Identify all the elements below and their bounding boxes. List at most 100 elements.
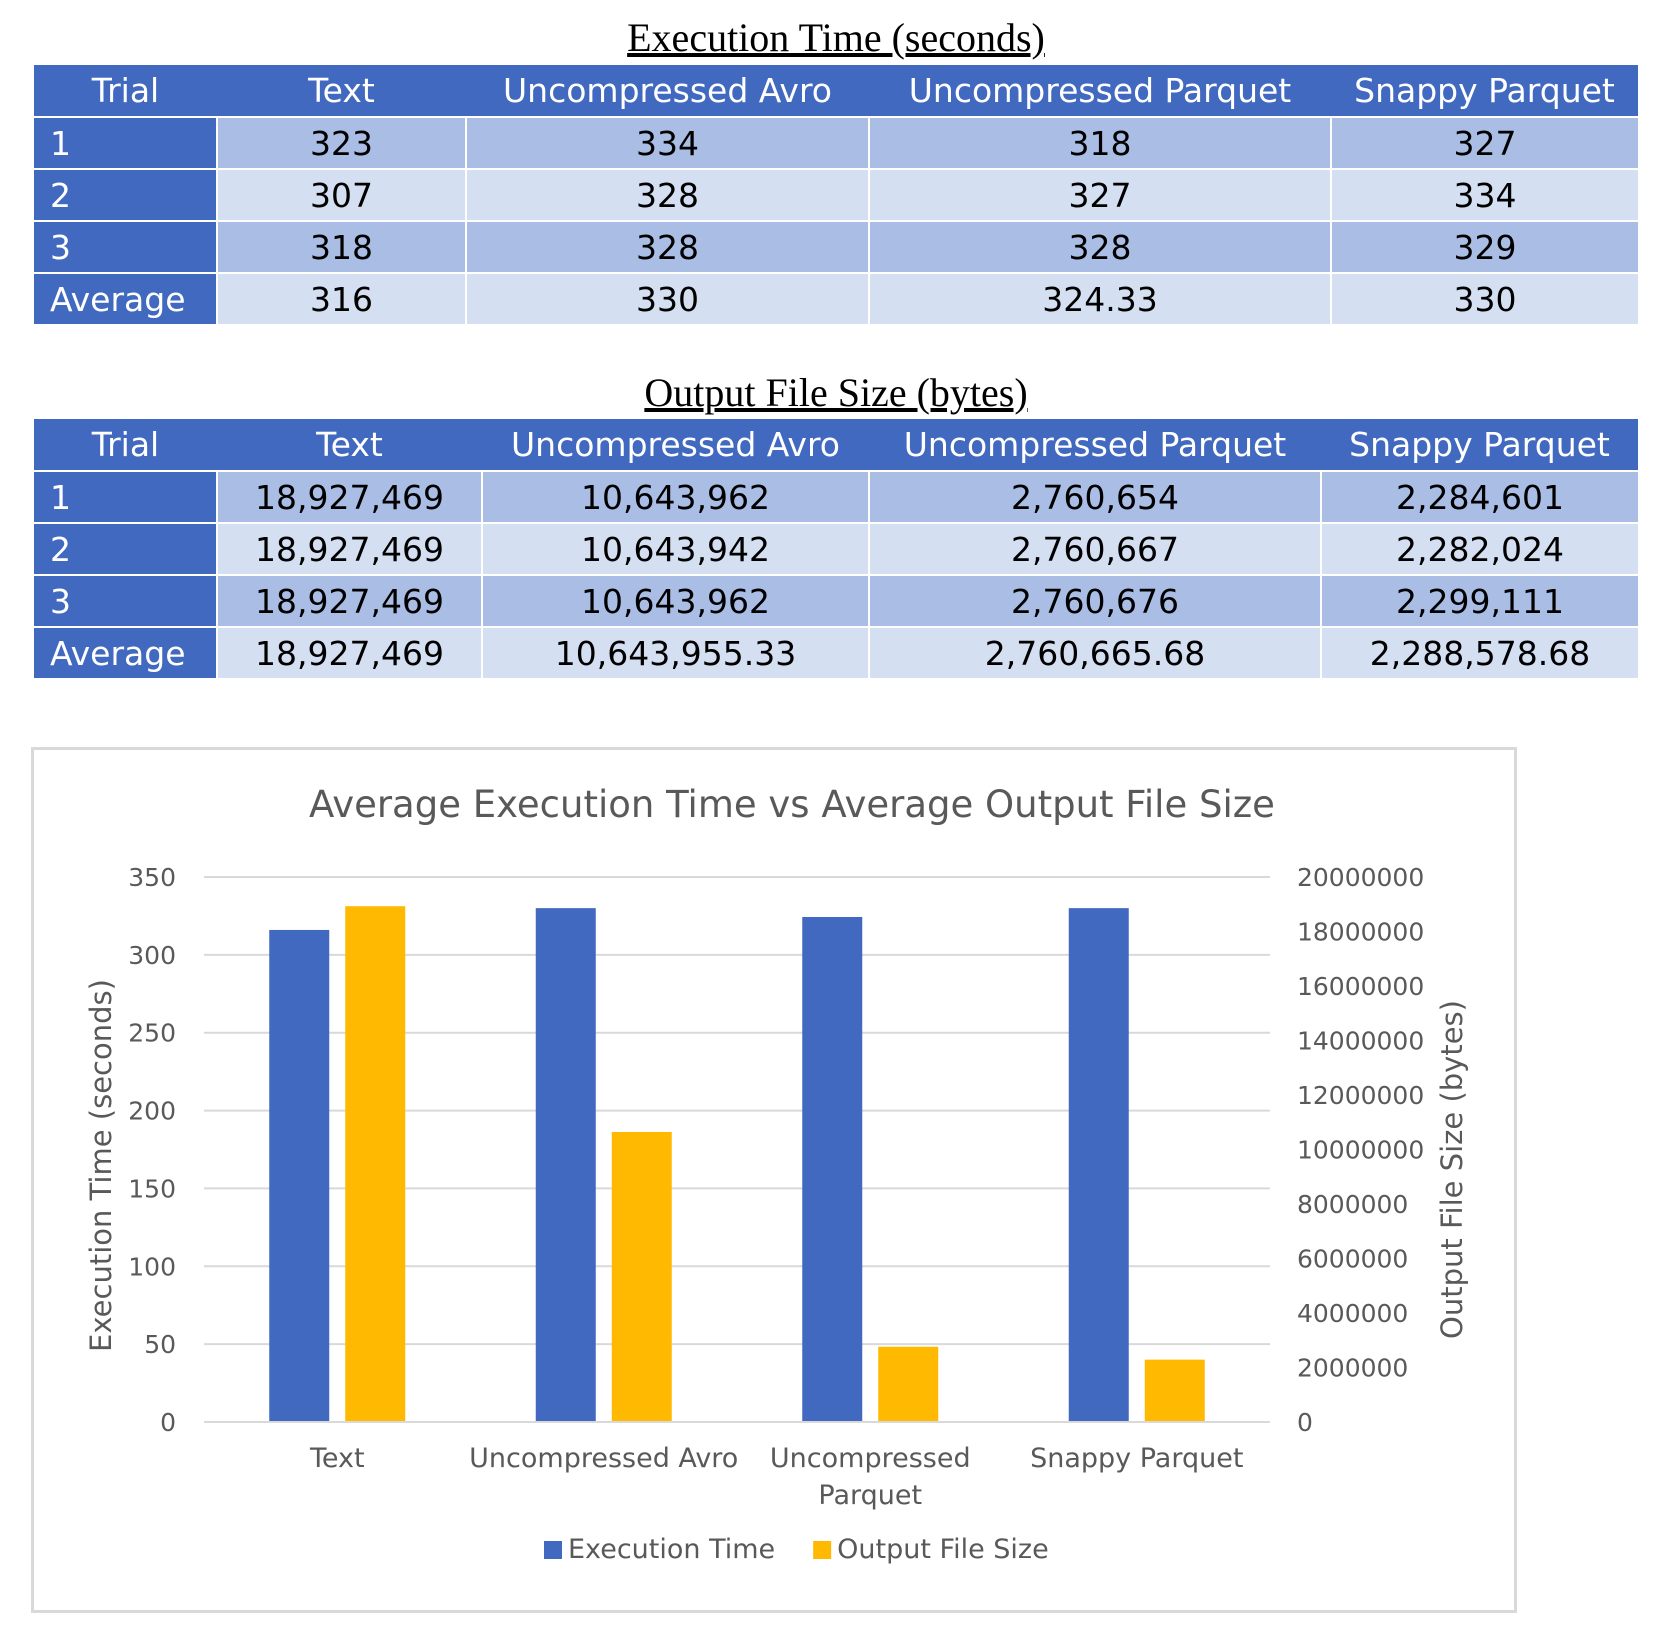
y2-tick-label: 16000000	[1297, 972, 1424, 1001]
table-cell: 2,299,111	[1320, 574, 1638, 628]
x-tick-label: Uncompressed Avro	[469, 1443, 738, 1474]
chart-title: Average Execution Time vs Average Output…	[309, 783, 1275, 826]
row-label: 2	[34, 522, 218, 576]
table-cell: 307	[216, 168, 467, 222]
y2-tick-label: 18000000	[1297, 918, 1424, 947]
bar-chart: Average Execution Time vs Average Output…	[84, 783, 1469, 1565]
table-row: 1 18,927,469 10,643,962 2,760,654 2,284,601	[34, 470, 1638, 524]
y2-axis-label: Output File Size (bytes)	[1435, 1000, 1469, 1339]
y-tick-label: 300	[128, 941, 176, 970]
table-cell: 18,927,469	[216, 626, 483, 680]
column-header: Trial	[34, 419, 217, 472]
y-tick-label: 200	[128, 1097, 176, 1126]
column-header: Uncompressed Parquet	[869, 65, 1331, 118]
table-cell: 10,643,942	[481, 522, 870, 576]
table-cell: 324.33	[868, 272, 1332, 326]
y2-tick-label: 8000000	[1297, 1190, 1408, 1219]
table-row: 3 318 328 328 329	[34, 220, 1638, 274]
column-header: Trial	[34, 65, 217, 118]
table-row: 3 18,927,469 10,643,962 2,760,676 2,299,111	[34, 574, 1638, 628]
bar-output-file-size	[345, 906, 406, 1422]
bar-execution-time	[802, 916, 863, 1422]
column-header: Uncompressed Avro	[482, 419, 869, 472]
bar-execution-time	[1068, 908, 1129, 1422]
table-cell: 2,284,601	[1320, 470, 1638, 524]
x-tick-label: Snappy Parquet	[1030, 1443, 1243, 1474]
y2-tick-label: 12000000	[1297, 1081, 1424, 1110]
table-cell: 2,760,667	[868, 522, 1322, 576]
row-label: 1	[34, 470, 218, 524]
column-header: Snappy Parquet	[1331, 65, 1638, 118]
table-cell: 2,288,578.68	[1320, 626, 1638, 680]
table-cell: 334	[1330, 168, 1638, 222]
table-cell: 327	[868, 168, 1332, 222]
table-cell: 2,760,665.68	[868, 626, 1322, 680]
column-header: Uncompressed Avro	[466, 65, 869, 118]
table-cell: 10,643,962	[481, 470, 870, 524]
bar-output-file-size	[611, 1131, 672, 1422]
table-cell: 328	[465, 168, 870, 222]
row-label: 3	[34, 220, 218, 274]
y2-tick-label: 10000000	[1297, 1136, 1424, 1165]
row-label: 3	[34, 574, 218, 628]
legend-swatch	[544, 1541, 562, 1559]
table-cell: 328	[465, 220, 870, 274]
table-row: Average 316 330 324.33 330	[34, 272, 1638, 326]
bar-output-file-size	[1144, 1359, 1205, 1422]
table-cell: 10,643,955.33	[481, 626, 870, 680]
table-cell: 10,643,962	[481, 574, 870, 628]
y-axis-label: Execution Time (seconds)	[84, 979, 118, 1352]
legend-label: Execution Time	[568, 1534, 775, 1565]
column-header: Text	[217, 419, 482, 472]
table-cell: 334	[465, 116, 870, 170]
table-row: Average 18,927,469 10,643,955.33 2,760,665.…	[34, 626, 1638, 680]
execution-time-table-title: Execution Time (seconds)	[627, 15, 1045, 60]
bar-output-file-size	[878, 1346, 939, 1422]
x-tick-label: Text	[309, 1443, 365, 1474]
table-cell: 2,760,654	[868, 470, 1322, 524]
table-cell: 330	[465, 272, 870, 326]
y2-tick-label: 6000000	[1297, 1245, 1408, 1274]
table-cell: 18,927,469	[216, 470, 483, 524]
y2-tick-label: 4000000	[1297, 1299, 1408, 1328]
bar-execution-time	[269, 929, 330, 1422]
table-cell: 328	[868, 220, 1332, 274]
table-cell: 318	[868, 116, 1332, 170]
table-row: 1 323 334 318 327	[34, 116, 1638, 170]
y-tick-label: 250	[128, 1019, 176, 1048]
table-row: 2 18,927,469 10,643,942 2,760,667 2,282,024	[34, 522, 1638, 576]
table-cell: 18,927,469	[216, 522, 483, 576]
table-cell: 330	[1330, 272, 1638, 326]
y2-tick-label: 20000000	[1297, 863, 1424, 892]
table-cell: 18,927,469	[216, 574, 483, 628]
y-tick-label: 350	[128, 863, 176, 892]
legend-label: Output File Size	[837, 1534, 1049, 1565]
table-cell: 316	[216, 272, 467, 326]
execution-time-table: Trial Text Uncompressed Avro Uncompressed P…	[34, 65, 1638, 326]
y2-tick-label: 0	[1297, 1408, 1313, 1437]
chart-container: Average Execution Time vs Average Output…	[31, 747, 1517, 1613]
legend-swatch	[813, 1541, 832, 1559]
table-cell: 327	[1330, 116, 1638, 170]
y-tick-label: 50	[144, 1330, 176, 1359]
row-label: Average	[34, 272, 218, 326]
row-label: 1	[34, 116, 218, 170]
y-tick-label: 0	[160, 1408, 176, 1437]
table-header-row: Trial Text Uncompressed Avro Uncompressed P…	[34, 419, 1638, 472]
output-file-size-table-title: Output File Size (bytes)	[644, 370, 1028, 415]
table-cell: 2,282,024	[1320, 522, 1638, 576]
y2-tick-label: 14000000	[1297, 1027, 1424, 1056]
table-cell: 329	[1330, 220, 1638, 274]
y2-tick-label: 2000000	[1297, 1354, 1408, 1383]
y-tick-label: 150	[128, 1174, 176, 1203]
column-header: Text	[217, 65, 466, 118]
table-cell: 2,760,676	[868, 574, 1322, 628]
x-tick-label: Parquet	[818, 1480, 922, 1511]
x-tick-label: Uncompressed	[770, 1443, 971, 1474]
bar-execution-time	[535, 908, 596, 1422]
column-header: Uncompressed Parquet	[869, 419, 1321, 472]
table-cell: 323	[216, 116, 467, 170]
row-label: 2	[34, 168, 218, 222]
table-header-row: Trial Text Uncompressed Avro Uncompressed P…	[34, 65, 1638, 118]
column-header: Snappy Parquet	[1321, 419, 1638, 472]
